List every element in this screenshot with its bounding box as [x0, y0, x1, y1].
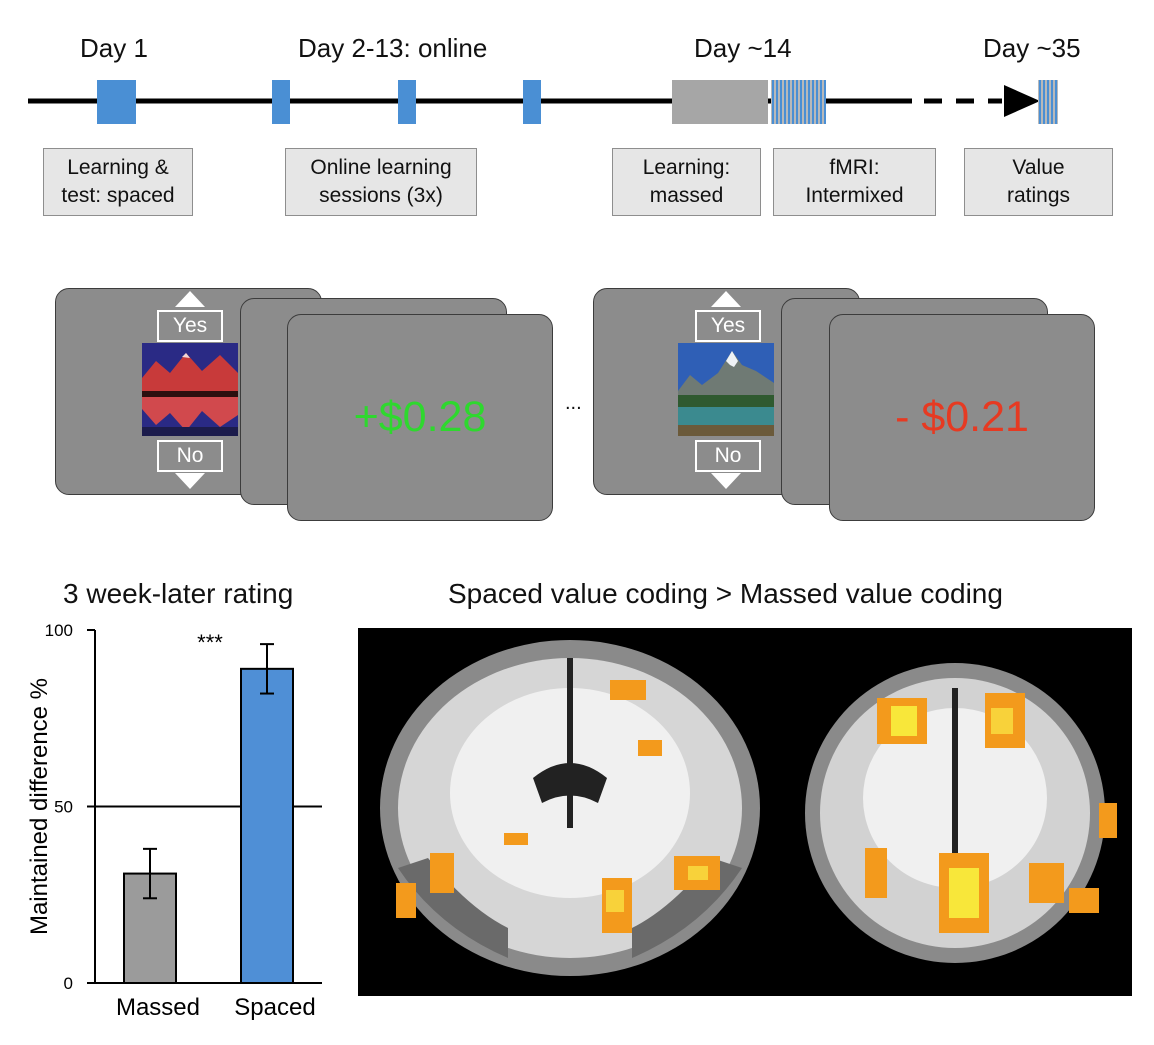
- box-value-ratings: Value ratings: [964, 148, 1113, 216]
- box-line: massed: [649, 184, 724, 207]
- box-line: ratings: [1006, 184, 1071, 207]
- day-1-label: Day 1: [80, 33, 148, 63]
- up-arrow-icon: [711, 291, 741, 307]
- brain-posterior-slice: [779, 628, 1132, 996]
- session-marker-online-2: [398, 80, 416, 124]
- ellipsis: ...: [565, 392, 582, 414]
- outcome-screen-1: +$0.28: [287, 314, 553, 521]
- massed-learning-marker: [672, 80, 768, 124]
- red-mountain-lake-photo: [142, 343, 238, 436]
- session-marker-online-3: [523, 80, 541, 124]
- timeline-arrowhead: [1004, 85, 1040, 117]
- no-option: No: [157, 440, 223, 472]
- rating-marker-striped: [1038, 80, 1058, 124]
- timeline-axis: [28, 80, 1058, 124]
- y-tick-label: 0: [64, 974, 73, 993]
- yes-option: Yes: [157, 310, 223, 342]
- x-tick-label: Massed: [116, 994, 200, 1021]
- day-2-13-label: Day 2-13: online: [298, 33, 488, 63]
- session-marker-online-1: [272, 80, 290, 124]
- y-tick-label: 100: [45, 621, 73, 640]
- chart-title: 3 week-later rating: [63, 578, 294, 609]
- box-online-sessions: Online learning sessions (3x): [285, 148, 477, 216]
- box-learning-test-spaced: Learning & test: spaced: [43, 148, 193, 216]
- down-arrow-icon: [175, 473, 205, 489]
- session-marker-day1: [97, 80, 136, 124]
- day-14-label: Day ~14: [694, 33, 792, 63]
- box-line: test: spaced: [61, 184, 175, 207]
- bar-chart: 0 50 100 Massed Spaced *** Maintained differen…: [26, 621, 322, 1021]
- no-option: No: [695, 440, 761, 472]
- yes-option: Yes: [695, 310, 761, 342]
- outcome-screen-2: - $0.21: [829, 314, 1095, 521]
- box-line: Online learning: [310, 156, 452, 179]
- green-mountain-lake-photo: [678, 343, 774, 436]
- box-fmri-intermixed: fMRI: Intermixed: [773, 148, 936, 216]
- box-line: Learning &: [67, 156, 169, 179]
- up-arrow-icon: [175, 291, 205, 307]
- brain-coronal-slice: [358, 628, 781, 996]
- box-learning-massed: Learning: massed: [612, 148, 761, 216]
- brain-panel-title: Spaced value coding > Massed value codin…: [448, 578, 1003, 609]
- outcome-amount: - $0.21: [895, 393, 1029, 441]
- box-line: Intermixed: [805, 184, 904, 207]
- y-tick-label: 50: [54, 798, 73, 817]
- box-line: sessions (3x): [319, 184, 443, 207]
- box-line: Value: [1012, 156, 1065, 179]
- outcome-amount: +$0.28: [353, 393, 487, 441]
- day-35-label: Day ~35: [983, 33, 1081, 63]
- box-line: fMRI:: [829, 156, 880, 179]
- significance-marker: ***: [197, 630, 223, 655]
- fmri-marker-striped: [771, 80, 826, 124]
- bar-spaced: [240, 667, 294, 985]
- y-axis-label: Maintained difference %: [26, 678, 53, 935]
- x-tick-label: Spaced: [234, 994, 315, 1021]
- box-line: Learning:: [642, 156, 731, 179]
- down-arrow-icon: [711, 473, 741, 489]
